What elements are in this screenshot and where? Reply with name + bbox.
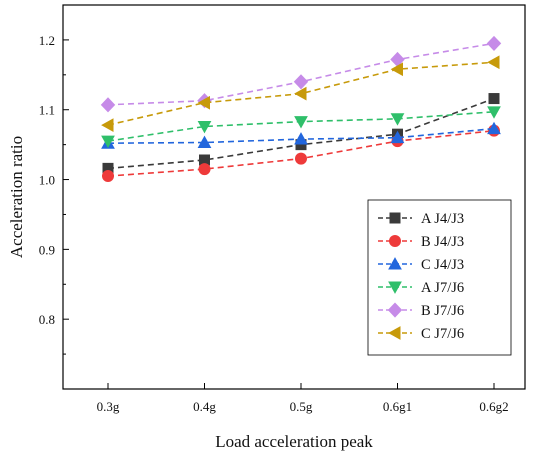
x-tick-label: 0.3g <box>97 399 120 414</box>
legend-swatch-marker <box>389 235 401 247</box>
legend-box <box>367 199 512 356</box>
data-point <box>199 154 210 166</box>
data-point <box>487 55 500 70</box>
x-tick-label: 0.6g1 <box>383 399 412 414</box>
data-point <box>390 62 403 77</box>
y-tick-label: 0.8 <box>39 312 55 327</box>
data-point <box>102 162 114 174</box>
legend-entry: A J7/J6 <box>378 280 464 296</box>
legend-entry: A J4/J3 <box>378 211 464 227</box>
data-point <box>488 93 500 105</box>
data-point <box>102 170 114 183</box>
legend-entry: B J4/J3 <box>378 234 464 250</box>
y-axis-title: Acceleration ratio <box>7 136 26 258</box>
x-tick-label: 0.6g2 <box>479 399 508 414</box>
legend-label: B J7/J6 <box>421 303 464 319</box>
legend-label: A J7/J6 <box>421 280 464 296</box>
series-a-j7-j6 <box>101 106 501 149</box>
data-point <box>486 35 502 51</box>
data-point <box>197 135 212 149</box>
legend-label: A J4/J3 <box>421 211 464 227</box>
data-point <box>390 51 405 68</box>
data-point <box>197 95 210 110</box>
legend-label: B J4/J3 <box>421 234 464 250</box>
x-tick-label: 0.4g <box>193 399 216 414</box>
legend-swatch-marker <box>388 326 401 340</box>
data-point <box>294 116 308 129</box>
legend-label: C J4/J3 <box>421 257 464 273</box>
data-point <box>487 106 501 119</box>
data-point <box>198 163 211 176</box>
x-axis-title: Load acceleration peak <box>215 432 373 451</box>
y-tick-label: 1.0 <box>39 173 55 188</box>
legend-swatch-marker <box>387 302 403 318</box>
data-point <box>390 130 405 144</box>
data-point <box>295 139 307 151</box>
legend-entry: C J7/J6 <box>378 326 464 342</box>
data-point <box>487 121 501 135</box>
data-point <box>294 132 308 145</box>
data-point <box>101 135 115 149</box>
y-tick-label: 1.1 <box>39 103 55 118</box>
y-tick-label: 0.9 <box>39 242 55 257</box>
legend-entry: B J7/J6 <box>378 302 464 319</box>
series-c-j7-j6 <box>101 55 500 132</box>
legend-entry: C J4/J3 <box>378 257 464 273</box>
data-point <box>390 113 405 126</box>
legend-swatch-marker <box>389 212 401 224</box>
x-tick-label: 0.5g <box>290 399 313 414</box>
legend-label: C J7/J6 <box>421 326 464 342</box>
data-point <box>293 74 309 90</box>
data-point <box>101 118 114 132</box>
data-point <box>294 86 307 101</box>
legend-swatch-marker <box>388 257 402 270</box>
data-point <box>100 97 116 113</box>
legend-swatch-marker <box>388 281 402 294</box>
data-point <box>295 152 307 165</box>
data-point <box>197 120 212 134</box>
y-tick-label: 1.2 <box>39 33 55 48</box>
